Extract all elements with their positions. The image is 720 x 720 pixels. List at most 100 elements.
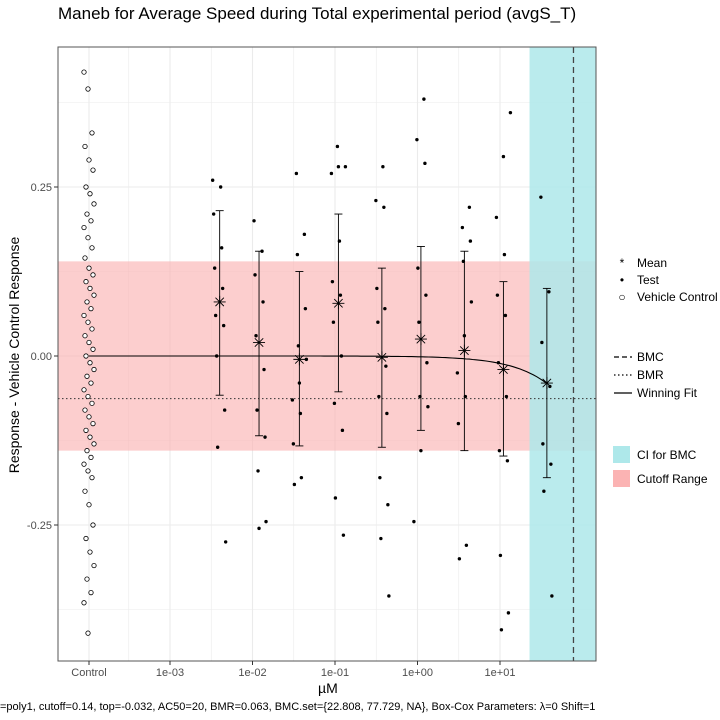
test-point [419, 448, 423, 453]
test-point [374, 198, 378, 203]
test-point [469, 300, 474, 304]
test-point [257, 526, 261, 531]
x-axis-label: µM [318, 680, 338, 696]
test-point [503, 313, 508, 318]
test-point [339, 354, 344, 358]
test-point [539, 195, 543, 199]
test-point [299, 475, 304, 480]
control-point [84, 211, 90, 217]
test-point [502, 252, 507, 257]
test-point [252, 219, 256, 223]
fit-caption: =poly1, cutoff=0.14, top=-0.032, AC50=20… [0, 701, 596, 713]
mean-marker [414, 333, 427, 346]
test-point [505, 459, 510, 463]
control-point [90, 167, 96, 173]
test-point [220, 286, 225, 291]
control-point [89, 475, 95, 481]
control-point [91, 366, 97, 373]
test-point [456, 421, 461, 426]
test-point [336, 165, 341, 169]
control-point [85, 468, 91, 474]
test-point [378, 475, 382, 480]
x-tick-label: 1e-03 [156, 667, 184, 679]
test-point [542, 489, 546, 493]
test-point [302, 232, 307, 237]
test-point [385, 411, 389, 416]
control-point [81, 312, 87, 319]
test-point [291, 442, 296, 446]
test-point [294, 171, 299, 176]
test-point [218, 185, 223, 189]
control-point [86, 414, 92, 420]
control-point [88, 306, 94, 312]
control-point [87, 360, 93, 366]
test-point [416, 266, 420, 270]
test-point [262, 367, 266, 372]
mean-marker [540, 377, 553, 390]
control-point [86, 339, 92, 346]
test-point [210, 178, 215, 182]
control-point [86, 157, 92, 163]
control-point [88, 589, 94, 596]
control-point [82, 333, 88, 339]
test-point [423, 161, 427, 166]
control-point [84, 299, 90, 305]
test-point [222, 408, 227, 412]
control-point [85, 235, 91, 241]
control-point [83, 353, 89, 359]
test-point [549, 462, 553, 466]
test-point [508, 110, 513, 115]
ci-for-bmc-band [529, 47, 596, 661]
control-point [87, 191, 93, 197]
test-point [496, 361, 501, 365]
test-point [343, 165, 348, 169]
control-point [88, 218, 94, 224]
control-point [85, 86, 91, 92]
control-point [83, 184, 89, 190]
test-point [506, 611, 511, 615]
legend-label: BMC [637, 350, 664, 364]
test-point [383, 306, 387, 311]
mean-marker [253, 336, 266, 349]
test-point [547, 290, 551, 294]
control-point [91, 441, 97, 447]
control-point [89, 245, 95, 251]
legend-fill-key [613, 470, 630, 487]
test-point [468, 239, 473, 243]
test-point [504, 394, 509, 399]
control-point [83, 535, 89, 542]
test-point [426, 405, 430, 409]
test-point [341, 533, 346, 537]
test-point [457, 557, 462, 561]
control-point [84, 576, 90, 582]
test-point [253, 273, 257, 277]
control-point [84, 373, 90, 379]
test-point [329, 171, 334, 176]
control-point [85, 630, 91, 636]
legend-label: Test [637, 273, 660, 287]
control-point [82, 407, 88, 413]
mean-marker [293, 353, 306, 366]
control-point [89, 400, 95, 406]
test-point [261, 300, 265, 304]
test-point [387, 594, 391, 598]
test-point [550, 594, 554, 598]
control-point [91, 201, 97, 207]
legend-symbol: • [620, 273, 624, 287]
test-point [256, 469, 260, 473]
test-point [497, 448, 502, 453]
test-point [211, 212, 216, 216]
control-point [90, 346, 96, 352]
test-point [254, 334, 258, 338]
panel-border [57, 46, 597, 662]
test-point [375, 286, 379, 291]
control-point [84, 448, 90, 454]
test-point [331, 320, 336, 324]
test-point [212, 266, 217, 270]
control-point [83, 279, 89, 285]
x-tick-label: 1e-02 [238, 667, 266, 679]
mean-marker [332, 297, 345, 310]
test-point [467, 205, 472, 209]
test-point [215, 445, 220, 449]
mean-marker [458, 344, 471, 357]
